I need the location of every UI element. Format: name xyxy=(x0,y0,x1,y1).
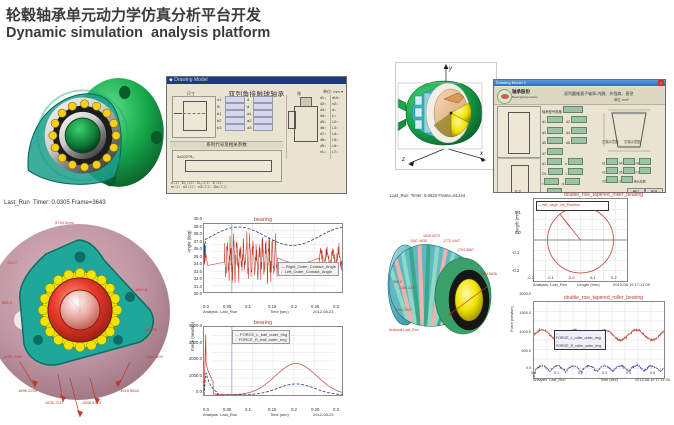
svg-text:y: y xyxy=(448,66,453,72)
svg-text:z: z xyxy=(401,157,405,163)
svg-text:x: x xyxy=(479,151,484,157)
